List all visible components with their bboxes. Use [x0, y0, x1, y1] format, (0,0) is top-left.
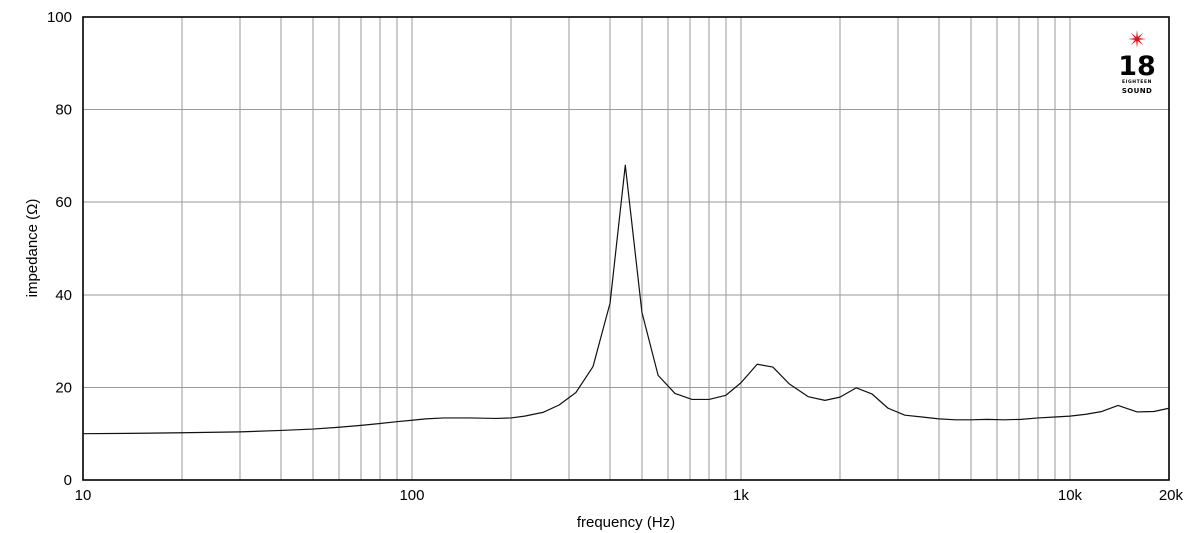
x-axis-label: frequency (Hz) [577, 514, 675, 531]
y-axis-ticks: 0 20 40 60 80 100 [47, 9, 72, 489]
x-tick-label: 20k [1159, 487, 1184, 504]
impedance-series-line [82, 164, 1170, 435]
y-axis-label: impedance (Ω) [24, 199, 41, 298]
y-tick-label: 20 [55, 379, 72, 396]
logo-word: SOUND [1122, 87, 1152, 95]
y-tick-label: 40 [55, 287, 72, 304]
plot-frame [82, 16, 1170, 481]
x-tick-label: 100 [399, 487, 424, 504]
logo-tagline: EIGHTEEN [1122, 79, 1152, 85]
star-shape [1128, 30, 1146, 48]
x-axis-ticks: 10 100 1k 10k 20k [75, 487, 1184, 504]
y-tick-label: 0 [64, 472, 72, 489]
x-tick-label: 1k [733, 487, 749, 504]
x-tick-label: 10k [1058, 487, 1083, 504]
series-layer [82, 164, 1170, 435]
y-tick-label: 80 [55, 102, 72, 119]
y-tick-label: 60 [55, 194, 72, 211]
star-icon [1128, 30, 1146, 48]
y-tick-label: 100 [47, 9, 72, 26]
logo-number: 18 [1118, 51, 1156, 82]
x-tick-label: 10 [75, 487, 92, 504]
grid [83, 17, 1169, 480]
eighteen-sound-logo: 18 EIGHTEEN SOUND [1118, 30, 1156, 95]
